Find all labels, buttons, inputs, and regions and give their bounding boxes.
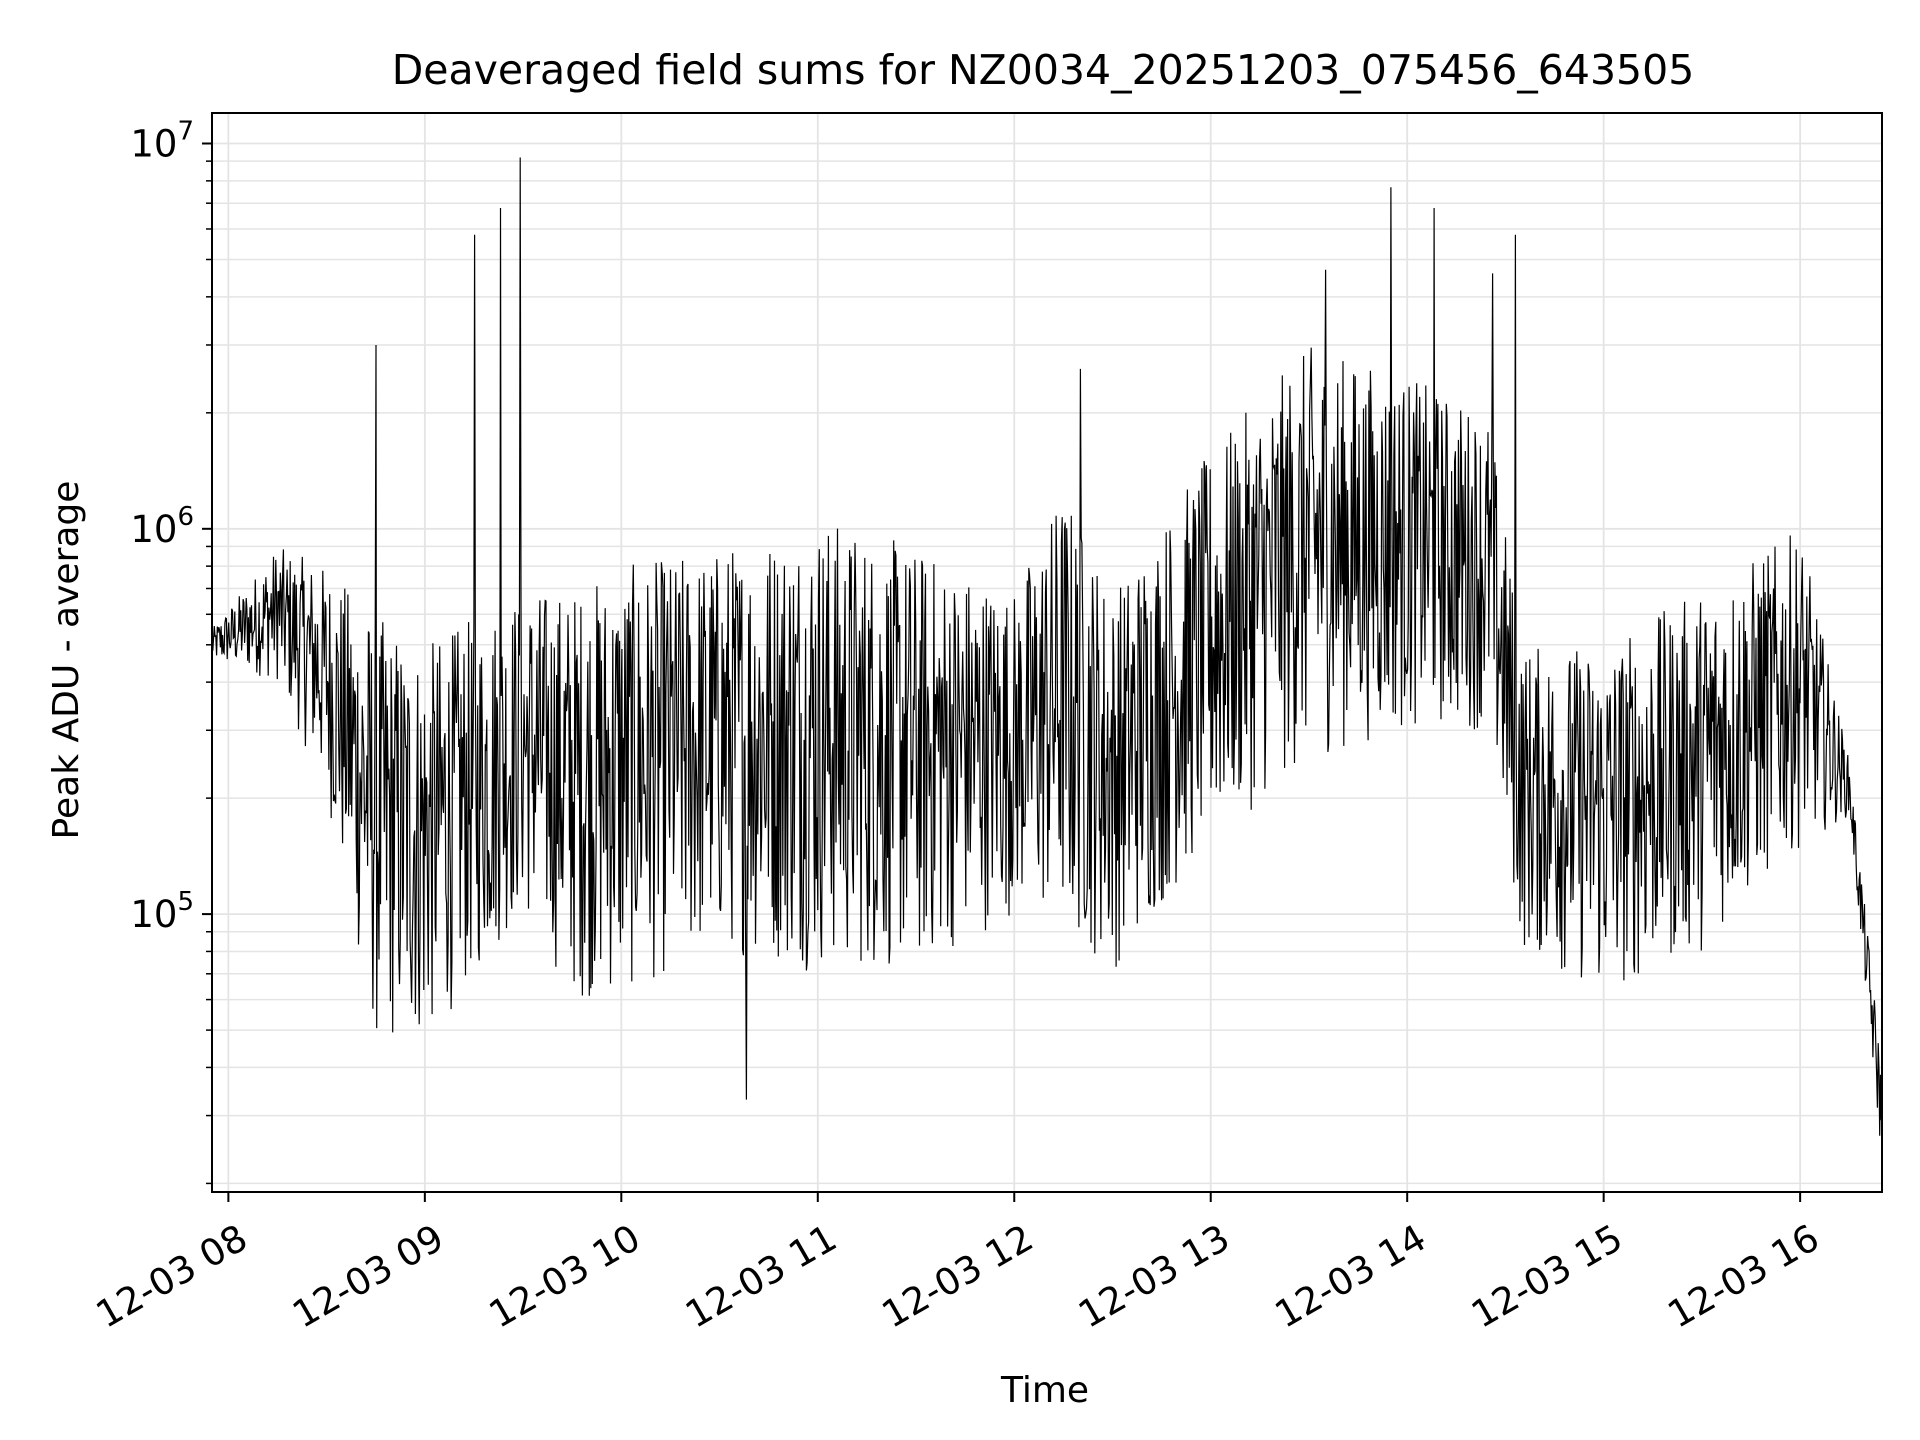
plot-frame	[211, 112, 1883, 1193]
y-axis-label: Peak ADU - average	[46, 481, 87, 840]
y-tick-label: 106	[130, 502, 194, 551]
y-axis: 105 106 107	[130, 117, 212, 1185]
chart-title: Deaveraged field sums for NZ0034_2025120…	[392, 46, 1695, 94]
x-axis-label: Time	[1000, 1370, 1089, 1411]
series-group	[211, 157, 1883, 1136]
y-tick-label: 105	[130, 887, 194, 936]
y-tick-label: 107	[130, 117, 194, 166]
series-line	[211, 157, 1883, 1136]
